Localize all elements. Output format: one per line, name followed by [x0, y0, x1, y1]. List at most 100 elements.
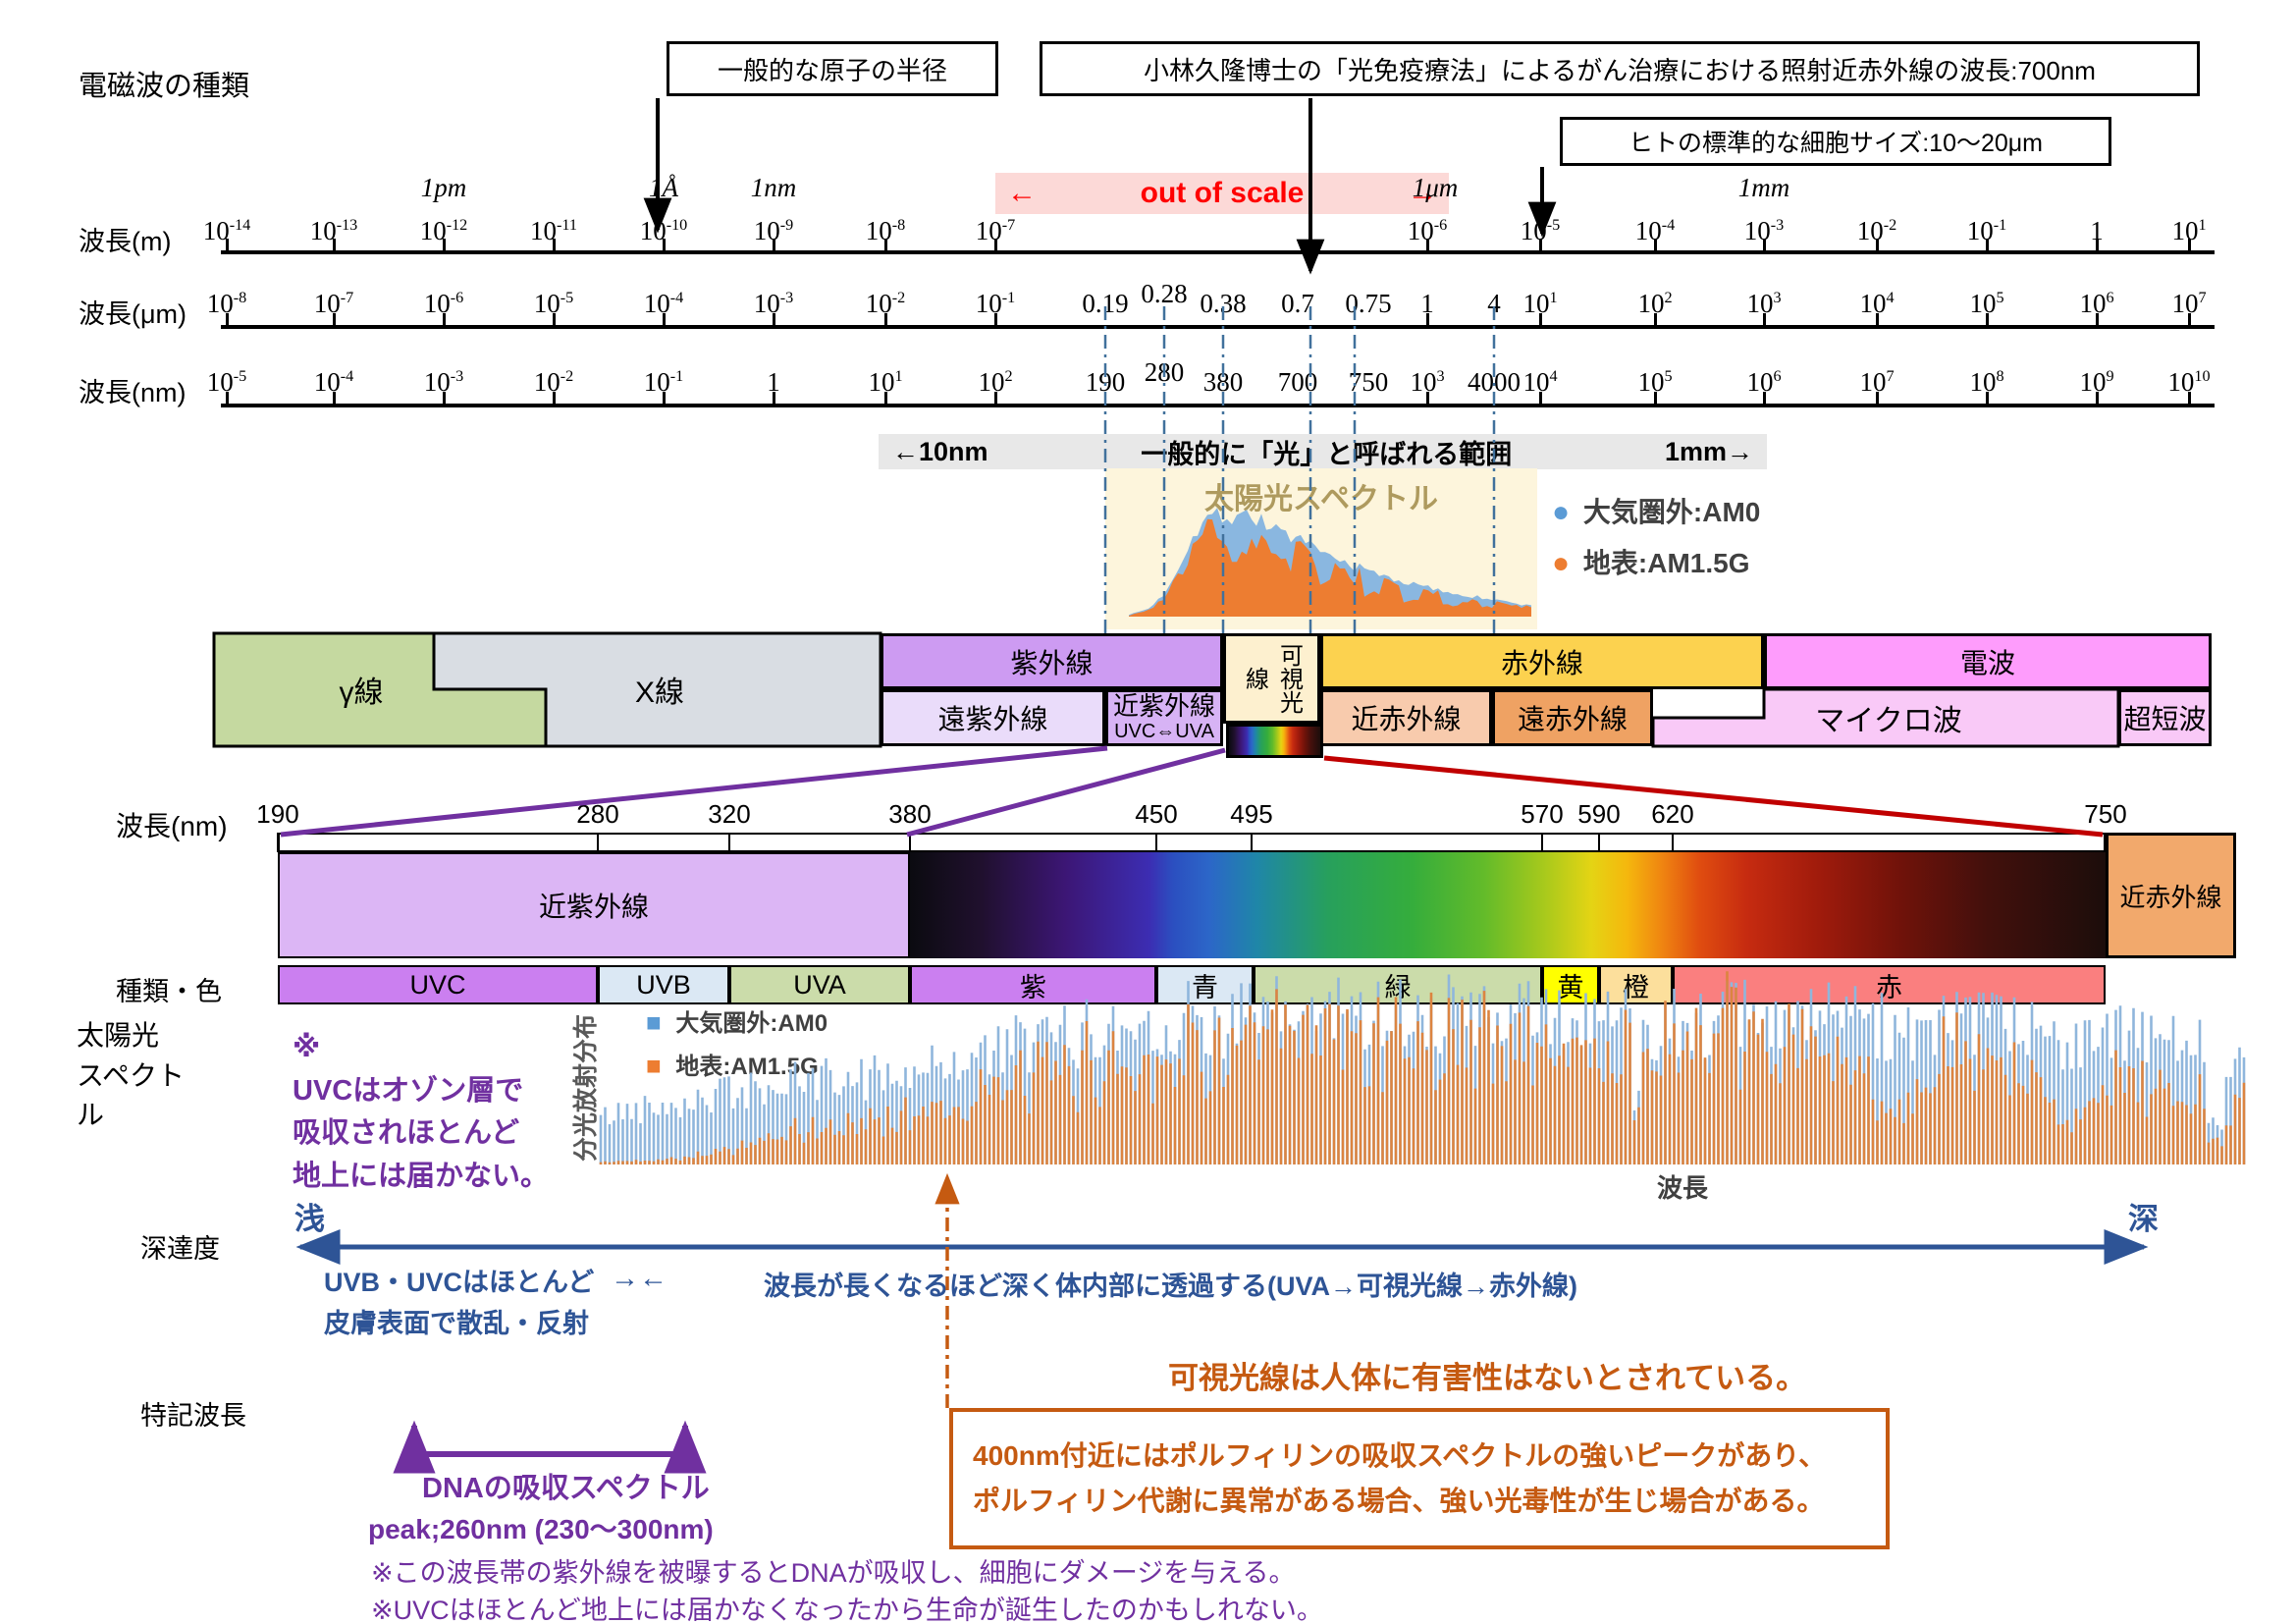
tick-exponent: -10 — [666, 216, 688, 234]
tick-base: 1 — [2090, 216, 2104, 245]
tick-label-m-7: 10-7 — [951, 216, 1040, 246]
tick-stub-m-12 — [1875, 239, 1879, 250]
scale-axis-nm — [221, 404, 2215, 407]
em-band-sublabel-nuv: UVC⇔UVA — [1114, 721, 1214, 743]
tick-exponent: -11 — [557, 216, 577, 234]
dna-note-1: ※この波長帯の紫外線を被曝するとDNAが吸収し、細胞にダメージを与える。 — [371, 1558, 1296, 1588]
unit-label-m-1: 1Å — [649, 173, 678, 202]
tick-exponent: 7 — [1886, 367, 1895, 385]
light-range-center: 一般的に「光」と呼ばれる範囲 — [1141, 439, 1513, 469]
depth-shallow: 浅 — [294, 1202, 325, 1236]
em-band-label-micro: マイクロ波 — [1815, 705, 1962, 737]
am15g-legend-label: 地表:AM1.5G — [1582, 548, 1750, 578]
tick-stub-nm-2 — [442, 392, 446, 404]
light-range-left: ←10nm — [892, 436, 988, 466]
tick-base: 10 — [423, 367, 451, 397]
tick-label-m-2: 10-12 — [400, 216, 488, 246]
zoom-tick-8 — [1672, 833, 1674, 852]
tick-label-nm-0: 10-5 — [183, 367, 271, 398]
tick-base: 700 — [1277, 367, 1318, 397]
tick-stub-nm-16 — [1653, 392, 1657, 404]
tick-label-nm-15: 104 — [1496, 367, 1584, 398]
callout-cell-size-text: ヒトの標準的な細胞サイズ:10〜20μm — [1628, 130, 2044, 157]
tick-base: 10 — [1969, 289, 1997, 318]
depth-label: 深達度 — [140, 1234, 220, 1264]
tick-label-um-11: 0.7 — [1254, 289, 1342, 319]
out-of-scale-band: ← out of scale → — [995, 173, 1449, 214]
callout-atom-radius: 一般的な原子の半径 — [667, 41, 998, 96]
uvc-ozone-note: ※ UVCはオゾン層で 吸収されほとんど 地上には届かない。 — [293, 1032, 550, 1192]
tick-label-m-0: 10-14 — [183, 216, 271, 246]
tick-base: 10 — [1859, 289, 1887, 318]
color-row-7: 橙 — [1599, 965, 1673, 1004]
tick-label-nm-17: 106 — [1720, 367, 1808, 398]
depth-uv-note-1: UVB・UVCはほとんど — [324, 1268, 595, 1297]
tick-exponent: -1 — [669, 367, 684, 385]
scale-axis-m — [221, 250, 2215, 254]
tick-stub-m-8 — [1425, 239, 1429, 250]
zoom-visible-band — [910, 852, 2106, 958]
tick-stub-m-14 — [2095, 239, 2099, 250]
zoom-tick-label-2: 320 — [708, 799, 751, 829]
tick-base: 10 — [202, 216, 230, 245]
tick-stub-um-7 — [993, 313, 997, 325]
tick-stub-nm-6 — [883, 392, 887, 404]
tick-stub-nm-4 — [662, 392, 666, 404]
tick-label-nm-4: 10-1 — [619, 367, 708, 398]
tick-label-nm-6: 101 — [841, 367, 930, 398]
em-band-vhf: 超短波 — [2118, 689, 2212, 746]
em-band-label-fuv: 遠紫外線 — [937, 704, 1048, 734]
tick-base: 10 — [1637, 367, 1665, 397]
depth-uv-note-2: 皮膚表面で散乱・反射 — [324, 1309, 589, 1338]
tick-stub-um-0 — [225, 313, 229, 325]
dna-note-2: ※UVCはほとんど地上には届かなくなったから生命が誕生したのかもしれない。 — [371, 1596, 1323, 1624]
callout-photoimmunotherapy-text: 小林久隆博士の「光免疫療法」によるがん治療における照射近赤外線の波長:700nm — [1144, 55, 2096, 85]
zoom-tick-label-1: 280 — [576, 799, 619, 829]
tick-label-nm-2: 10-3 — [400, 367, 488, 398]
em-band-fir: 遠赤外線 — [1492, 689, 1653, 746]
tick-stub-um-1 — [332, 313, 336, 325]
tick-base: 10 — [865, 216, 892, 245]
zoom-tick-6 — [1541, 833, 1543, 852]
color-row-1: UVB — [598, 965, 729, 1004]
unit-label-m-4: 1mm — [1737, 173, 1790, 202]
zoom-tick-label-5: 495 — [1230, 799, 1273, 829]
tick-base: 10 — [2171, 216, 2199, 245]
tick-label-nm-20: 109 — [2053, 367, 2141, 398]
tick-label-nm-1: 10-4 — [290, 367, 378, 398]
visible-safe-note: 可視光線は人体に有害性はないとされている。 — [1168, 1361, 1807, 1395]
tick-label-um-13: 1 — [1383, 289, 1471, 319]
tick-base: 10 — [2079, 367, 2107, 397]
tick-exponent: 7 — [2198, 289, 2207, 306]
tick-label-nm-5: 1 — [729, 367, 818, 398]
tick-label-m-12: 10-2 — [1833, 216, 1921, 246]
light-range-band: ←10nm 一般的に「光」と呼ばれる範囲 1mm→ — [879, 434, 1767, 469]
scale-axis-um — [221, 325, 2215, 329]
solar-mini-legend-am15g: ● 地表:AM1.5G — [1552, 542, 1749, 581]
tick-exponent: 9 — [2106, 367, 2114, 385]
tick-exponent: 5 — [1664, 367, 1673, 385]
em-band-nuv: 近紫外線 UVC⇔UVA — [1105, 689, 1223, 746]
tick-stub-m-3 — [552, 239, 556, 250]
tick-stub-m-4 — [662, 239, 666, 250]
tick-stub-nm-20 — [2095, 392, 2099, 404]
special-wavelength-label: 特記波長 — [140, 1401, 246, 1431]
tick-label-um-3: 10-5 — [509, 289, 598, 319]
tick-exponent: -1 — [1993, 216, 2007, 234]
tick-base: 0.7 — [1281, 289, 1314, 318]
tick-label-um-21: 107 — [2145, 289, 2233, 319]
tick-stub-m-9 — [1538, 239, 1542, 250]
zoom-ir-band: 近赤外線 — [2106, 833, 2236, 958]
em-band-label-uv: 紫外線 — [1010, 647, 1094, 678]
tick-exponent: 2 — [1664, 289, 1673, 306]
color-row-label: 種類・色 — [116, 977, 222, 1006]
tick-stub-m-7 — [993, 239, 997, 250]
zoom-tick-3 — [909, 833, 911, 852]
zoom-tick-label-8: 620 — [1651, 799, 1694, 829]
color-row-8: 赤 — [1673, 965, 2106, 1004]
tick-label-um-5: 10-3 — [729, 289, 818, 319]
unit-label-m-2: 1nm — [750, 173, 797, 202]
tick-exponent: -4 — [1661, 216, 1676, 234]
tick-base: 10 — [1743, 216, 1771, 245]
tick-stub-um-6 — [883, 313, 887, 325]
